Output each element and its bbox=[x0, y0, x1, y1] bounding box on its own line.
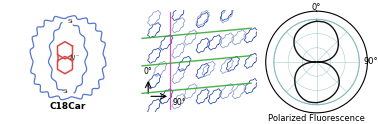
Text: –: – bbox=[75, 54, 79, 59]
Text: Si: Si bbox=[67, 19, 73, 24]
Text: N: N bbox=[70, 55, 75, 61]
Text: Polarized Fluorescence: Polarized Fluorescence bbox=[268, 114, 365, 123]
Text: 90°: 90° bbox=[172, 98, 186, 107]
Text: 0°: 0° bbox=[144, 67, 153, 76]
Text: 0°: 0° bbox=[312, 3, 321, 12]
Text: C18Car: C18Car bbox=[50, 102, 86, 111]
Text: 90°: 90° bbox=[363, 58, 378, 66]
Text: Si: Si bbox=[62, 89, 68, 94]
